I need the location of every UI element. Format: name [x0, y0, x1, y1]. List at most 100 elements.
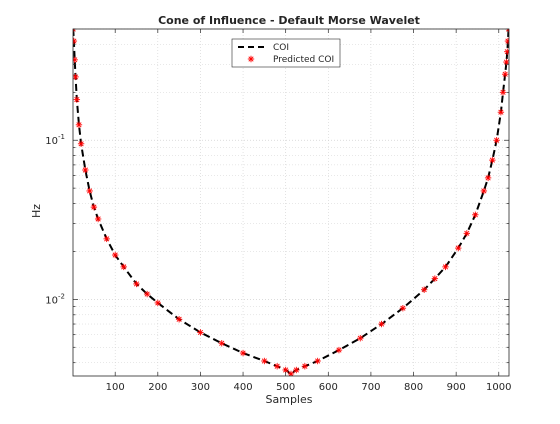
- marker-stroke: [421, 287, 427, 293]
- predicted-coi-point: [73, 37, 78, 45]
- predicted-coi-point: [431, 275, 439, 282]
- marker-stroke: [442, 264, 449, 270]
- marker-stroke: [293, 367, 299, 373]
- predicted-coi-point: [493, 137, 500, 144]
- predicted-coi-point: [455, 244, 462, 252]
- predicted-coi-point: [75, 121, 83, 129]
- y-tick-label: 10-2: [45, 292, 65, 306]
- predicted-coi-point: [218, 340, 225, 347]
- predicted-coi-point: [420, 286, 428, 293]
- predicted-coi-point: [501, 70, 509, 78]
- x-tick-label: 200: [148, 382, 167, 393]
- x-tick-label: 100: [106, 382, 125, 393]
- marker-stroke: [82, 167, 88, 173]
- predicted-coi-point: [301, 363, 309, 370]
- predicted-coi-point: [73, 96, 81, 103]
- marker-stroke: [357, 335, 363, 341]
- legend: COI Predicted COI: [231, 38, 341, 68]
- predicted-coi-point: [175, 316, 183, 323]
- predicted-coi-point: [463, 230, 471, 237]
- marker-stroke: [503, 59, 509, 65]
- marker-stroke: [288, 371, 294, 376]
- x-tick-label: 700: [361, 382, 380, 393]
- marker-stroke: [76, 122, 82, 128]
- marker-stroke: [432, 276, 438, 282]
- predicted-coi-point: [499, 89, 507, 96]
- legend-box: [231, 38, 341, 68]
- marker-stroke: [485, 175, 491, 181]
- marker-stroke: [500, 89, 506, 95]
- marker-stroke: [494, 137, 500, 143]
- predicted-coi-point: [133, 280, 140, 288]
- marker-stroke: [73, 74, 79, 80]
- marker-stroke: [400, 305, 406, 311]
- marker-stroke: [121, 264, 127, 270]
- legend-asterisk: [247, 55, 255, 63]
- marker-stroke: [155, 300, 161, 306]
- axes-box: [72, 28, 510, 377]
- predicted-coi-point: [399, 305, 407, 312]
- marker-stroke: [197, 329, 204, 335]
- predicted-coi-point: [120, 263, 127, 271]
- marker-stroke: [489, 157, 495, 163]
- legend-predicted-marker: [247, 55, 255, 63]
- x-tick-label: 600: [319, 382, 338, 393]
- marker-stroke: [112, 252, 118, 258]
- predicted-coi-point: [357, 335, 364, 342]
- marker-stroke: [315, 358, 321, 364]
- x-tick-label: 500: [276, 382, 295, 393]
- legend-coi-label: COI: [273, 43, 289, 53]
- marker-stroke: [133, 281, 140, 287]
- predicted-coi-point: [197, 329, 204, 336]
- marker-stroke: [73, 29, 76, 32]
- predicted-coi-point: [314, 357, 321, 365]
- predicted-coi-point: [82, 166, 89, 174]
- marker-stroke: [502, 71, 508, 77]
- predicted-coi-point: [94, 215, 102, 223]
- predicted-coi-point: [86, 187, 93, 195]
- predicted-coi-point: [489, 156, 496, 164]
- marker-stroke: [302, 363, 308, 369]
- predicted-coi-point: [503, 58, 509, 66]
- marker-stroke: [240, 350, 246, 356]
- marker-stroke: [336, 347, 342, 353]
- predicted-coi-point: [378, 320, 385, 328]
- marker-stroke: [73, 38, 77, 43]
- tick-layer: 100 200 300 400 500 600 700 800 900 1000 10-2 10-1: [45, 28, 511, 393]
- grid-layer: [73, 28, 509, 376]
- predicted-coi-point: [239, 349, 247, 357]
- predicted-coi-point: [442, 263, 449, 271]
- predicted-coi-point: [484, 174, 492, 182]
- predicted-coi-point: [154, 299, 162, 307]
- marker-stroke: [472, 212, 478, 218]
- predicted-coi-point: [273, 363, 281, 370]
- x-tick-label: 1000: [486, 382, 511, 393]
- predicted-coi-point: [335, 346, 343, 354]
- marker-stroke: [274, 363, 280, 369]
- marker-stroke: [87, 188, 93, 194]
- marker-stroke: [464, 230, 470, 236]
- marker-stroke: [144, 291, 150, 297]
- marker-stroke: [95, 216, 101, 222]
- predicted-coi-point: [505, 29, 509, 33]
- predicted-coi-point: [143, 290, 151, 298]
- predicted-coi-point: [77, 140, 85, 147]
- x-tick-label: 900: [447, 382, 466, 393]
- marker-stroke: [176, 316, 182, 322]
- marker-stroke: [283, 367, 289, 373]
- marker-stroke: [505, 39, 509, 44]
- plot-area: [73, 29, 509, 376]
- chart-title: Cone of Influence - Default Morse Wavele…: [158, 14, 420, 27]
- x-axis-label: Samples: [266, 393, 313, 406]
- predicted-coi-point: [472, 211, 479, 218]
- marker-stroke: [104, 236, 110, 242]
- y-tick-label: 10-1: [45, 133, 65, 147]
- marker-stroke: [498, 109, 504, 115]
- marker-stroke: [248, 56, 254, 62]
- marker-stroke: [455, 245, 461, 251]
- predicted-coi-point: [73, 73, 79, 81]
- predicted-coi-point: [103, 235, 110, 243]
